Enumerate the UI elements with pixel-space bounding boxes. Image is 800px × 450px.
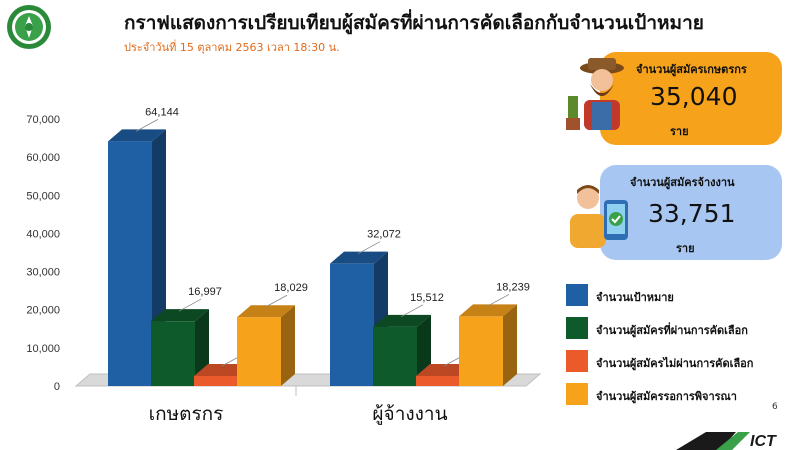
y-tick-label: 0	[54, 381, 60, 393]
bar-top	[237, 305, 295, 318]
data-label-leader	[486, 294, 510, 307]
bar	[151, 321, 195, 386]
category-label: เกษตรกร	[149, 403, 224, 425]
organization-logo-icon	[7, 5, 51, 49]
farmer-card-label: จำนวนผู้สมัครเกษตรกร	[636, 63, 747, 76]
bar-top	[330, 251, 388, 264]
data-label-leader	[357, 241, 381, 255]
bar	[237, 317, 281, 386]
data-label-leader	[264, 294, 288, 308]
bar	[459, 316, 503, 386]
bar	[108, 141, 152, 386]
legend-swatch-target	[566, 284, 588, 306]
bar	[416, 376, 460, 386]
comparison-bar-chart: 0 10,000 20,000 30,000 40,000 50,000 60,000 70,…	[26, 106, 542, 425]
data-label: 18,239	[496, 281, 530, 293]
bar	[194, 376, 238, 386]
y-tick-label: 10,000	[26, 343, 60, 355]
bar	[330, 263, 374, 386]
data-label-leader	[178, 298, 202, 312]
footer-logo-text: ICT	[750, 433, 777, 450]
employment-applicants-card: จำนวนผู้สมัครจ้างงาน 33,751 ราย	[600, 165, 782, 260]
y-tick-label: 30,000	[26, 267, 60, 279]
employ-card-label: จำนวนผู้สมัครจ้างงาน	[630, 176, 735, 189]
legend-label-failed: จำนวนผู้สมัครไม่ผ่านการคัดเลือก	[596, 357, 754, 370]
ict-footer-logo: ICT	[676, 432, 777, 450]
legend-swatch-failed	[566, 350, 588, 372]
bar-top	[373, 314, 431, 327]
legend-label-passed: จำนวนผู้สมัครที่ผ่านการคัดเลือก	[596, 324, 748, 337]
page-subtitle: ประจำวันที่ 15 ตุลาคม 2563 เวลา 18:30 น.	[124, 41, 340, 54]
data-label: 32,072	[367, 229, 401, 241]
employ-card-value: 33,751	[648, 199, 736, 228]
y-tick-label: 70,000	[26, 114, 60, 126]
y-tick-label: 50,000	[26, 190, 60, 202]
legend-swatch-passed	[566, 317, 588, 339]
legend-label-target: จำนวนเป้าหมาย	[596, 291, 674, 304]
data-label: 64,144	[145, 106, 179, 118]
bar-top	[151, 309, 209, 322]
legend-label-pending: จำนวนผู้สมัครรอการพิจารณา	[596, 390, 737, 403]
farmer-applicants-card: จำนวนผู้สมัครเกษตรกร 35,040 ราย	[600, 52, 782, 145]
data-label: 15,512	[410, 292, 444, 304]
employ-card-unit: ราย	[676, 242, 695, 255]
page-title: กราฟแสดงการเปรียบเทียบผู้สมัครที่ผ่านการ…	[124, 12, 704, 34]
data-label-leader	[135, 118, 159, 132]
y-tick-label: 60,000	[26, 152, 60, 164]
legend-swatch-pending	[566, 383, 588, 405]
bar	[373, 326, 417, 386]
category-label: ผู้จ้างงาน	[372, 403, 447, 425]
data-label: 18,029	[274, 282, 308, 294]
y-tick-label: 40,000	[26, 228, 60, 240]
bar-side	[503, 304, 517, 386]
farmer-card-unit: ราย	[670, 125, 689, 138]
data-label-leader	[400, 304, 424, 318]
bar-side	[281, 305, 295, 386]
bar-top	[108, 129, 166, 142]
bar-top	[459, 304, 517, 317]
data-label: 16,997	[188, 286, 222, 298]
y-tick-label: 20,000	[26, 305, 60, 317]
employee-figure-icon	[570, 185, 628, 248]
page-number: 6	[772, 402, 778, 412]
farmer-card-value: 35,040	[650, 82, 738, 111]
